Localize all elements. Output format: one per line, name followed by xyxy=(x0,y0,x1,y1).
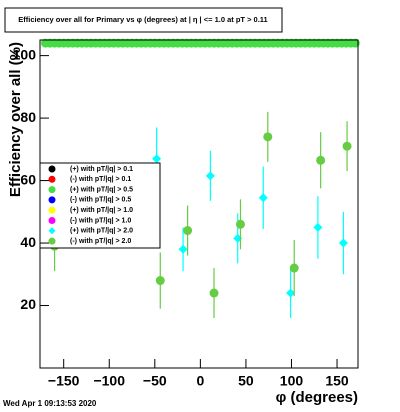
data-point xyxy=(316,155,326,165)
chart-title: Efficiency over all for Primary vs φ (de… xyxy=(18,15,267,24)
legend-label: (+) with pT/|q| > 1.0 xyxy=(70,207,133,214)
x-tick-label: 100 xyxy=(280,373,304,389)
legend-box xyxy=(39,162,161,249)
legend-label: (-) with pT/|q| > 2.0 xyxy=(70,238,131,245)
data-point xyxy=(338,238,348,248)
legend-marker xyxy=(48,237,56,245)
y-tick-label: 40 xyxy=(20,234,36,250)
legend-marker xyxy=(48,217,56,224)
legend-marker xyxy=(48,165,56,173)
data-point xyxy=(286,288,296,298)
legend-marker xyxy=(48,206,56,214)
footer: Wed Apr 1 09:13:53 2020 xyxy=(3,399,97,408)
legend-label: (+) with pT/|q| > 0.5 xyxy=(70,186,133,193)
data-point xyxy=(263,132,273,142)
x-tick-label: 150 xyxy=(325,373,349,389)
data-point xyxy=(183,226,193,236)
legend-marker xyxy=(48,196,56,204)
data-point xyxy=(205,171,215,181)
data-point xyxy=(342,141,352,151)
title-box xyxy=(4,7,283,33)
data-point xyxy=(258,193,268,203)
x-tick-label: −150 xyxy=(48,373,80,389)
data-point xyxy=(289,263,299,273)
legend: (+) with pT/|q| > 0.1 (-) with pT/|q| > 0… xyxy=(39,162,161,249)
y-tick-label: 80 xyxy=(20,109,36,125)
y-axis-label: Efficiency over all (%) xyxy=(7,42,24,197)
legend-label: (+) with pT/|q| > 0.1 xyxy=(70,166,133,173)
y-tick-label: 100 xyxy=(13,46,37,62)
x-tick-label: 50 xyxy=(238,373,254,389)
legend-marker xyxy=(48,227,56,235)
legend-label: (-) with pT/|q| > 0.5 xyxy=(70,197,131,204)
data-point xyxy=(313,222,323,232)
data-point xyxy=(155,276,165,286)
x-tick-label: −100 xyxy=(93,373,125,389)
x-tick-label: −50 xyxy=(143,373,167,389)
y-tick-label: 20 xyxy=(20,296,36,312)
data-point xyxy=(209,288,219,298)
legend-marker xyxy=(48,186,56,194)
data-point xyxy=(235,219,245,229)
x-tick-label: 0 xyxy=(196,373,204,389)
x-axis-label: φ (degrees) xyxy=(276,389,358,406)
y-tick-label: 60 xyxy=(20,171,36,187)
legend-label: (+) with pT/|q| > 2.0 xyxy=(70,228,133,235)
data-point xyxy=(178,244,188,254)
legend-label: (-) with pT/|q| > 1.0 xyxy=(70,217,131,224)
legend-label: (-) with pT/|q| > 0.1 xyxy=(70,176,131,183)
data-point xyxy=(152,154,162,164)
legend-marker xyxy=(48,175,56,183)
